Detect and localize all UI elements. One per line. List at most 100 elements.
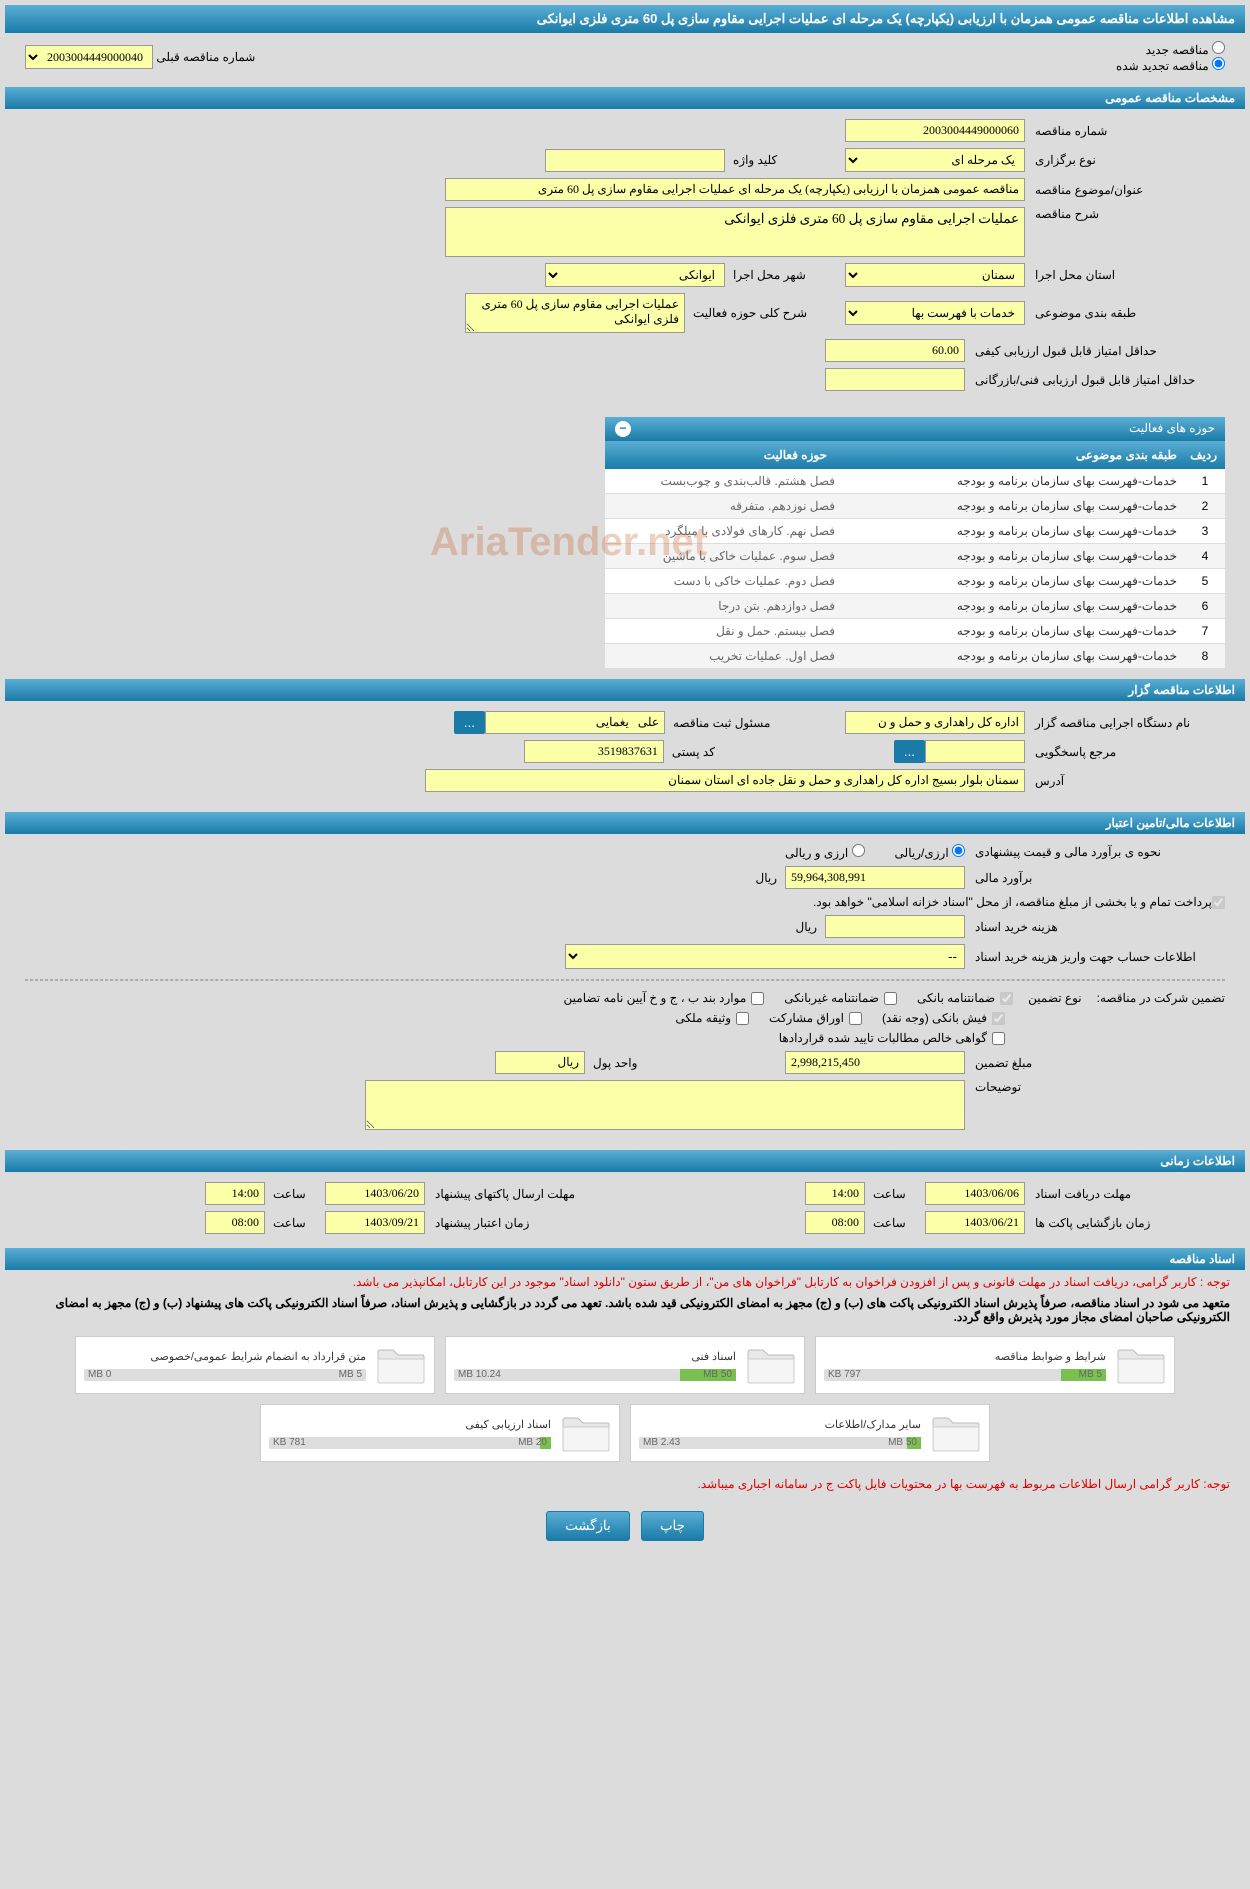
g4-checkbox [992, 1012, 1005, 1025]
g6-checkbox[interactable] [736, 1012, 749, 1025]
renewed-tender-label: مناقصه تجدید شده [1116, 59, 1209, 73]
file-box[interactable]: اسناد فنی50 MB10.24 MB [445, 1336, 805, 1394]
docs-note-1: توجه : کاربر گرامی، دریافت اسناد در مهلت… [5, 1270, 1245, 1294]
table-row: 2خدمات-فهرست بهای سازمان برنامه و بودجهف… [605, 494, 1225, 519]
type-label: نوع برگزاری [1025, 153, 1225, 167]
response-input[interactable] [925, 740, 1025, 763]
g7-checkbox[interactable] [992, 1032, 1005, 1045]
unit-input[interactable] [495, 1051, 585, 1074]
open-date-input[interactable] [925, 1211, 1025, 1234]
address-input[interactable] [425, 769, 1025, 792]
submit-label: مهلت ارسال پاکتهای پیشنهاد [425, 1187, 625, 1201]
scope-label: شرح کلی حوزه فعالیت [685, 306, 845, 320]
file-box[interactable]: متن قرارداد به انضمام شرایط عمومی/خصوصی5… [75, 1336, 435, 1394]
rial-radio[interactable] [952, 844, 965, 857]
title-input[interactable] [445, 178, 1025, 201]
section-financial: اطلاعات مالی/تامین اعتبار [5, 812, 1245, 834]
time-label-2: ساعت [265, 1187, 325, 1201]
category-label: طبقه بندی موضوعی [1025, 306, 1225, 320]
province-label: استان محل اجرا [1025, 268, 1225, 282]
file-box[interactable]: اسناد ارزیابی کیفی20 MB781 KB [260, 1404, 620, 1462]
response-lookup-button[interactable]: ... [894, 740, 925, 763]
postal-input[interactable] [524, 740, 664, 763]
min-tech-label: حداقل امتیاز قابل قبول ارزیابی فنی/بازرگ… [965, 373, 1225, 387]
responsible-input[interactable] [485, 711, 665, 734]
time-label-1: ساعت [865, 1187, 925, 1201]
g3-checkbox[interactable] [751, 992, 764, 1005]
section-general: مشخصات مناقصه عمومی [5, 87, 1245, 109]
docs-note-2: متعهد می شود در اسناد مناقصه، صرفاً پذیر… [5, 1294, 1245, 1326]
guarantee-amount-label: مبلغ تضمین [965, 1056, 1225, 1070]
min-quality-label: حداقل امتیاز قابل قبول ارزیابی کیفی [965, 344, 1225, 358]
responsible-lookup-button[interactable]: ... [454, 711, 485, 734]
g2-checkbox[interactable] [884, 992, 897, 1005]
time-label-3: ساعت [865, 1216, 925, 1230]
tender-no-label: شماره مناقصه [1025, 124, 1225, 138]
min-tech-input[interactable] [825, 368, 965, 391]
guarantee-amount-input[interactable] [785, 1051, 965, 1074]
validity-date-input[interactable] [325, 1211, 425, 1234]
city-select[interactable]: ایوانکی [545, 263, 725, 287]
prev-tender-select[interactable]: 2003004449000040 [25, 45, 153, 69]
doc-cost-label: هزینه خرید اسناد [965, 920, 1225, 934]
receive-label: مهلت دریافت اسناد [1025, 1187, 1225, 1201]
file-box[interactable]: شرایط و ضوابط مناقصه5 MB797 KB [815, 1336, 1175, 1394]
responsible-label: مسئول ثبت مناقصه [665, 716, 845, 730]
address-label: آدرس [1025, 774, 1225, 788]
treasury-checkbox [1212, 896, 1225, 909]
table-row: 7خدمات-فهرست بهای سازمان برنامه و بودجهف… [605, 619, 1225, 644]
type-select[interactable]: یک مرحله ای [845, 148, 1025, 172]
collapse-icon[interactable]: − [615, 421, 631, 437]
renewed-tender-radio[interactable] [1212, 57, 1225, 70]
page-header: مشاهده اطلاعات مناقصه عمومی همزمان با ار… [5, 5, 1245, 33]
open-label: زمان بازگشایی پاکت ها [1025, 1216, 1225, 1230]
docs-note-3: توجه: کاربر گرامی ارسال اطلاعات مربوط به… [5, 1472, 1245, 1496]
new-tender-label: مناقصه جدید [1146, 43, 1209, 57]
currency-label: ریال [755, 871, 777, 885]
table-row: 6خدمات-فهرست بهای سازمان برنامه و بودجهف… [605, 594, 1225, 619]
table-row: 5خدمات-فهرست بهای سازمان برنامه و بودجهف… [605, 569, 1225, 594]
file-box[interactable]: سایر مدارک/اطلاعات50 MB2.43 MB [630, 1404, 990, 1462]
table-row: 1خدمات-فهرست بهای سازمان برنامه و بودجهف… [605, 469, 1225, 494]
table-row: 8خدمات-فهرست بهای سازمان برنامه و بودجهف… [605, 644, 1225, 669]
estimate-input[interactable] [785, 866, 965, 889]
section-docs: اسناد مناقصه [5, 1248, 1245, 1270]
org-input[interactable] [845, 711, 1025, 734]
g1-checkbox [1000, 992, 1013, 1005]
table-row: 3خدمات-فهرست بهای سازمان برنامه و بودجهف… [605, 519, 1225, 544]
category-select[interactable]: خدمات با فهرست بها [845, 301, 1025, 325]
submit-time-input[interactable] [205, 1182, 265, 1205]
city-label: شهر محل اجرا [725, 268, 845, 282]
receive-time-input[interactable] [805, 1182, 865, 1205]
g5-checkbox[interactable] [849, 1012, 862, 1025]
submit-date-input[interactable] [325, 1182, 425, 1205]
back-button[interactable]: بازگشت [546, 1511, 630, 1541]
doc-cost-currency: ریال [795, 920, 817, 934]
org-label: نام دستگاه اجرایی مناقصه گزار [1025, 716, 1225, 730]
remarks-label: توضیحات [965, 1080, 1225, 1094]
activity-table-title: حوزه های فعالیت − [605, 417, 1225, 441]
desc-label: شرح مناقصه [1025, 207, 1225, 221]
validity-label: زمان اعتبار پیشنهاد [425, 1216, 625, 1230]
guarantee-type-label: نوع تضمین [1028, 991, 1081, 1005]
min-quality-input[interactable] [825, 339, 965, 362]
scope-textarea[interactable]: عملیات اجرایی مقاوم سازی پل 60 متری فلزی… [465, 293, 685, 333]
tender-no-input[interactable] [845, 119, 1025, 142]
section-timing: اطلاعات زمانی [5, 1150, 1245, 1172]
open-time-input[interactable] [805, 1211, 865, 1234]
table-row: 4خدمات-فهرست بهای سازمان برنامه و بودجهف… [605, 544, 1225, 569]
estimate-label: برآورد مالی [965, 871, 1225, 885]
doc-cost-input[interactable] [825, 915, 965, 938]
validity-time-input[interactable] [205, 1211, 265, 1234]
receive-date-input[interactable] [925, 1182, 1025, 1205]
unit-label: واحد پول [585, 1056, 785, 1070]
desc-textarea[interactable]: عملیات اجرایی مقاوم سازی پل 60 متری فلزی… [445, 207, 1025, 257]
keyword-input[interactable] [545, 149, 725, 172]
province-select[interactable]: سمنان [845, 263, 1025, 287]
new-tender-radio[interactable] [1212, 41, 1225, 54]
both-radio[interactable] [852, 844, 865, 857]
print-button[interactable]: چاپ [641, 1511, 704, 1541]
remarks-textarea[interactable] [365, 1080, 965, 1130]
account-select[interactable]: -- [565, 944, 965, 969]
response-label: مرجع پاسخگویی [1025, 745, 1225, 759]
